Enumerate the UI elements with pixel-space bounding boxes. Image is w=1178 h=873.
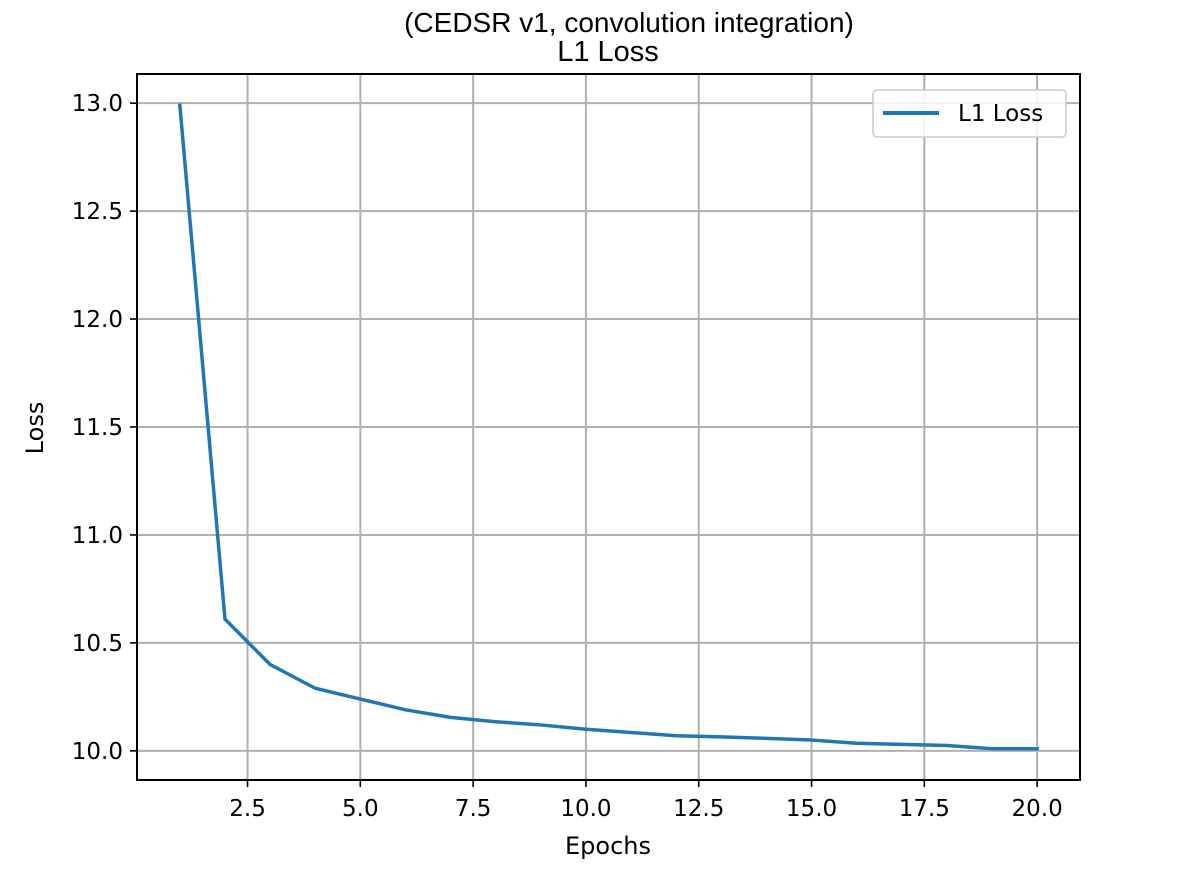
y-tick-label: 10.5: [72, 631, 123, 657]
legend-box: [872, 89, 1067, 138]
y-tick-label: 11.0: [72, 523, 123, 549]
y-axis-label: Loss: [21, 402, 49, 455]
x-axis-ticks: 2.5 5.0 7.5 10.0 12.5 15.0 17.5 20.0: [229, 780, 1063, 822]
x-tick-label: 2.5: [229, 796, 266, 822]
chart-subtitle: (CEDSR v1, convolution integration): [404, 7, 854, 38]
series-line: [177, 103, 1039, 751]
legend: L1 Loss: [872, 89, 1067, 138]
x-tick-label: 12.5: [673, 796, 724, 822]
x-tick-label: 7.5: [455, 796, 492, 822]
x-tick-label: 5.0: [342, 796, 379, 822]
x-axis-label: Epochs: [565, 832, 651, 860]
legend-label: L1 Loss: [958, 101, 1043, 127]
x-tick-label: 17.5: [899, 796, 950, 822]
y-axis-ticks: 10.0 10.5 11.0 11.5 12.0 12.5 13.0: [72, 91, 137, 765]
y-tick-label: 12.5: [72, 199, 123, 225]
series-layer: [177, 103, 1039, 751]
x-tick-label: 15.0: [786, 796, 837, 822]
chart-title: L1 Loss: [557, 36, 659, 68]
y-tick-label: 11.5: [72, 415, 123, 441]
y-tick-label: 12.0: [72, 307, 123, 333]
y-tick-label: 13.0: [72, 91, 123, 117]
grid-lines: [137, 74, 1080, 780]
y-tick-label: 10.0: [72, 739, 123, 765]
x-tick-label: 10.0: [560, 796, 611, 822]
x-tick-label: 20.0: [1012, 796, 1063, 822]
